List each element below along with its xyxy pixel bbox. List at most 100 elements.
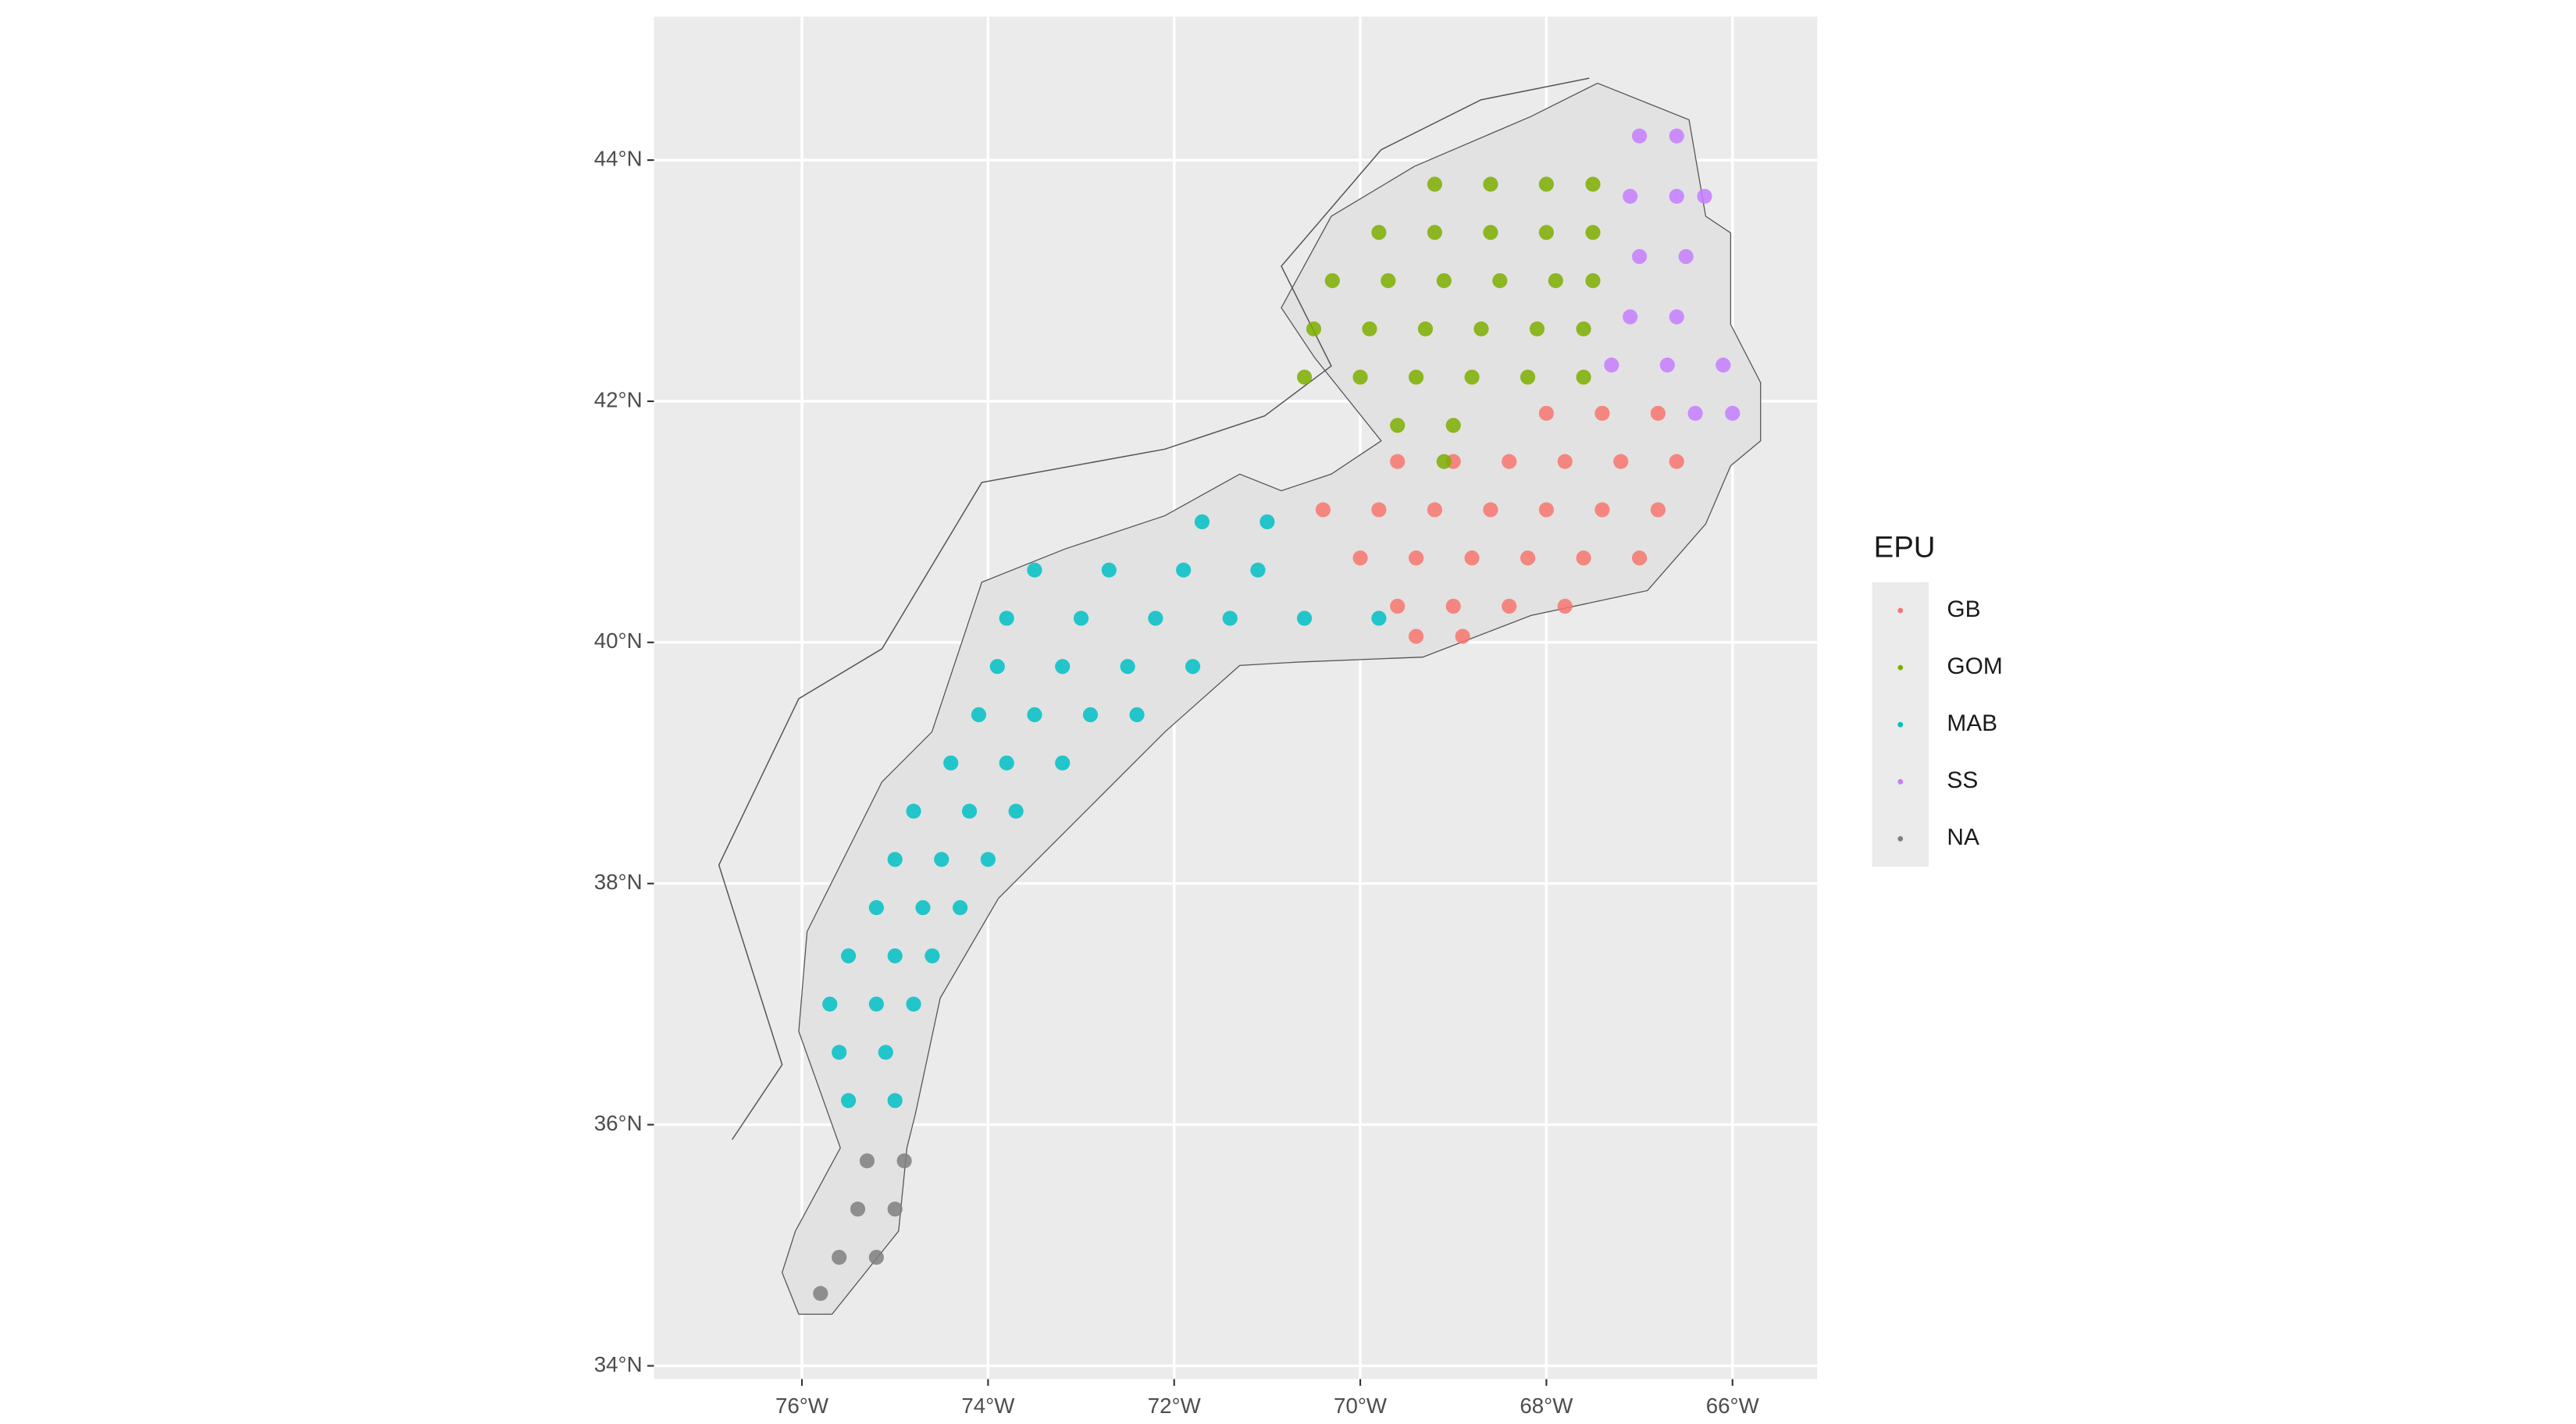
point — [1455, 628, 1470, 644]
y-tick-label: 44°N — [594, 146, 643, 170]
point — [859, 1153, 875, 1169]
x-tick-label: 66°W — [1706, 1394, 1760, 1418]
point — [1427, 225, 1442, 240]
point — [906, 996, 921, 1012]
legend: EPU GB GOM MAB SS NA — [1872, 530, 2003, 867]
y-tick-label: 36°N — [594, 1111, 643, 1135]
point — [1464, 369, 1480, 385]
point — [1101, 562, 1117, 578]
point — [1427, 502, 1442, 518]
point — [1604, 358, 1619, 373]
point — [1557, 598, 1573, 614]
point — [1623, 309, 1638, 325]
point — [1176, 562, 1192, 578]
point — [1623, 188, 1638, 205]
point — [943, 755, 959, 771]
point — [1669, 188, 1684, 205]
point — [1538, 502, 1554, 518]
point — [1408, 628, 1424, 644]
region-outline — [781, 82, 1762, 1315]
point — [868, 1249, 884, 1266]
point — [1296, 611, 1313, 626]
point — [1027, 707, 1042, 723]
point — [1259, 514, 1275, 529]
point — [1120, 659, 1135, 675]
x-tick-label: 74°W — [961, 1394, 1015, 1418]
point — [1445, 598, 1461, 614]
legend-label: NA — [1947, 824, 1979, 850]
point — [1492, 272, 1508, 289]
point — [1324, 272, 1340, 289]
point — [1427, 176, 1442, 192]
point — [1055, 659, 1071, 675]
point — [999, 755, 1014, 771]
point — [1631, 249, 1648, 265]
point — [925, 948, 940, 963]
point — [1594, 405, 1610, 422]
point — [1502, 454, 1517, 469]
point — [1529, 321, 1545, 336]
axes: 76°W 74°W 72°W 70°W 68°W 66°W 34°N 36°N 38°N 40°N… — [594, 146, 1760, 1418]
point — [1436, 272, 1452, 289]
y-tick-label: 34°N — [594, 1352, 643, 1376]
point — [1716, 358, 1731, 373]
point — [1678, 249, 1694, 265]
point — [1352, 369, 1368, 385]
point — [1073, 611, 1089, 626]
point — [832, 1045, 847, 1060]
point — [822, 996, 838, 1012]
point — [1315, 502, 1331, 518]
point — [1148, 611, 1163, 626]
point — [971, 707, 987, 723]
point — [1613, 454, 1629, 469]
x-tick-label: 76°W — [775, 1394, 829, 1418]
point — [1222, 611, 1238, 626]
point — [1306, 321, 1322, 336]
point — [1669, 454, 1684, 469]
point — [1538, 225, 1554, 240]
point — [1027, 562, 1042, 578]
point — [850, 1202, 866, 1217]
point — [1390, 598, 1406, 614]
point — [1585, 176, 1601, 192]
point — [1371, 611, 1387, 626]
point — [1585, 272, 1601, 289]
legend-key — [1897, 664, 1904, 671]
point — [813, 1286, 828, 1301]
point — [1408, 550, 1424, 566]
point — [1483, 225, 1498, 240]
point — [915, 900, 931, 916]
point — [1194, 514, 1210, 529]
legend-label: MAB — [1947, 710, 1997, 736]
point — [868, 900, 884, 916]
y-tick-label: 40°N — [594, 628, 643, 653]
point — [1650, 405, 1666, 422]
point — [1687, 405, 1703, 422]
point — [1585, 225, 1601, 240]
point — [887, 852, 903, 867]
point — [1390, 454, 1406, 469]
point — [1371, 225, 1387, 240]
point — [1436, 454, 1452, 469]
points — [813, 128, 1740, 1301]
coastline — [718, 77, 1590, 1141]
legend-key — [1897, 778, 1904, 785]
x-tick-label: 68°W — [1520, 1394, 1573, 1418]
point — [1185, 659, 1201, 675]
point — [1631, 550, 1648, 566]
point — [1362, 321, 1377, 336]
point — [1082, 707, 1099, 723]
point — [1538, 405, 1554, 422]
point — [1296, 369, 1313, 385]
point — [841, 948, 857, 963]
point — [1483, 176, 1498, 192]
point — [1576, 550, 1591, 566]
point — [1381, 272, 1396, 289]
point — [1473, 321, 1489, 336]
point — [934, 852, 950, 867]
point — [1576, 321, 1591, 336]
point — [1445, 418, 1461, 433]
point — [961, 803, 978, 819]
point — [878, 1045, 893, 1060]
